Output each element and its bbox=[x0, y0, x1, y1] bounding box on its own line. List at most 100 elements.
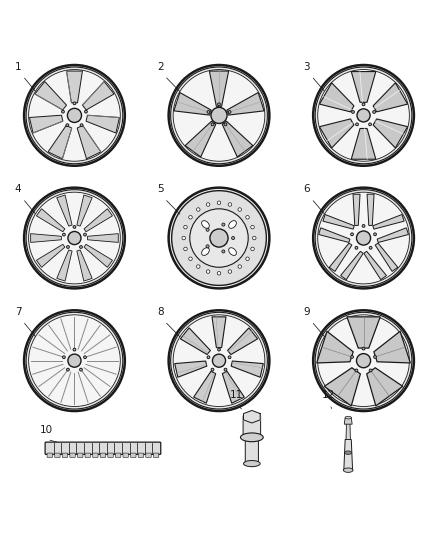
Ellipse shape bbox=[369, 123, 371, 126]
Ellipse shape bbox=[244, 461, 260, 467]
Ellipse shape bbox=[222, 223, 225, 226]
Text: 9: 9 bbox=[304, 307, 310, 317]
Polygon shape bbox=[373, 119, 408, 148]
Polygon shape bbox=[227, 93, 264, 115]
Polygon shape bbox=[29, 115, 63, 133]
Ellipse shape bbox=[206, 203, 210, 206]
Ellipse shape bbox=[228, 270, 232, 273]
FancyBboxPatch shape bbox=[153, 453, 159, 457]
Ellipse shape bbox=[184, 225, 187, 229]
Ellipse shape bbox=[318, 69, 410, 161]
Ellipse shape bbox=[169, 188, 269, 288]
FancyBboxPatch shape bbox=[138, 453, 144, 457]
Ellipse shape bbox=[63, 233, 65, 236]
Polygon shape bbox=[36, 244, 65, 268]
Ellipse shape bbox=[171, 67, 267, 164]
FancyBboxPatch shape bbox=[115, 453, 121, 457]
Ellipse shape bbox=[189, 215, 192, 219]
FancyBboxPatch shape bbox=[70, 453, 75, 457]
Ellipse shape bbox=[80, 368, 82, 371]
Polygon shape bbox=[244, 410, 260, 423]
Polygon shape bbox=[185, 121, 216, 157]
FancyBboxPatch shape bbox=[146, 453, 151, 457]
Ellipse shape bbox=[201, 248, 209, 255]
Ellipse shape bbox=[246, 257, 249, 261]
Ellipse shape bbox=[356, 123, 358, 126]
Polygon shape bbox=[373, 214, 404, 229]
Text: 11: 11 bbox=[230, 390, 243, 400]
Ellipse shape bbox=[229, 221, 237, 228]
Polygon shape bbox=[35, 82, 67, 110]
Ellipse shape bbox=[173, 315, 265, 407]
Ellipse shape bbox=[373, 110, 375, 114]
Ellipse shape bbox=[224, 368, 227, 371]
Ellipse shape bbox=[252, 236, 256, 240]
Ellipse shape bbox=[343, 468, 353, 472]
Polygon shape bbox=[319, 119, 354, 148]
Ellipse shape bbox=[26, 312, 123, 409]
Ellipse shape bbox=[73, 225, 76, 228]
Ellipse shape bbox=[362, 347, 365, 350]
Ellipse shape bbox=[218, 103, 220, 106]
Polygon shape bbox=[194, 372, 215, 403]
Ellipse shape bbox=[63, 356, 65, 359]
Text: 6: 6 bbox=[304, 184, 310, 194]
Ellipse shape bbox=[369, 369, 372, 372]
Ellipse shape bbox=[206, 270, 210, 273]
Polygon shape bbox=[77, 195, 92, 226]
FancyBboxPatch shape bbox=[245, 435, 258, 464]
Ellipse shape bbox=[24, 188, 125, 288]
Ellipse shape bbox=[251, 225, 254, 229]
Polygon shape bbox=[377, 228, 409, 243]
Ellipse shape bbox=[24, 310, 125, 411]
Ellipse shape bbox=[224, 123, 227, 126]
Polygon shape bbox=[48, 125, 72, 159]
Polygon shape bbox=[323, 214, 354, 229]
Ellipse shape bbox=[206, 228, 209, 231]
Polygon shape bbox=[367, 368, 403, 406]
Ellipse shape bbox=[173, 69, 265, 161]
Ellipse shape bbox=[357, 109, 370, 122]
Polygon shape bbox=[174, 93, 211, 115]
Ellipse shape bbox=[217, 201, 221, 205]
Polygon shape bbox=[346, 423, 350, 440]
Polygon shape bbox=[353, 194, 360, 225]
FancyBboxPatch shape bbox=[85, 453, 91, 457]
Ellipse shape bbox=[26, 67, 123, 164]
Polygon shape bbox=[367, 194, 374, 225]
Ellipse shape bbox=[355, 369, 358, 372]
Ellipse shape bbox=[362, 103, 365, 106]
Ellipse shape bbox=[28, 69, 120, 161]
Ellipse shape bbox=[80, 124, 83, 126]
FancyBboxPatch shape bbox=[92, 453, 98, 457]
Ellipse shape bbox=[210, 229, 228, 247]
Polygon shape bbox=[84, 244, 113, 268]
Polygon shape bbox=[222, 121, 253, 157]
Ellipse shape bbox=[315, 190, 412, 286]
FancyBboxPatch shape bbox=[55, 453, 60, 457]
Ellipse shape bbox=[66, 124, 69, 126]
Ellipse shape bbox=[313, 65, 414, 166]
Ellipse shape bbox=[171, 312, 267, 409]
Ellipse shape bbox=[197, 265, 200, 268]
Ellipse shape bbox=[362, 224, 365, 228]
Polygon shape bbox=[351, 128, 376, 159]
Polygon shape bbox=[374, 332, 410, 363]
Polygon shape bbox=[373, 83, 408, 112]
Ellipse shape bbox=[374, 233, 376, 236]
Text: 4: 4 bbox=[15, 184, 21, 194]
Ellipse shape bbox=[318, 192, 410, 284]
Polygon shape bbox=[228, 328, 258, 354]
Ellipse shape bbox=[24, 65, 125, 166]
Polygon shape bbox=[347, 317, 380, 348]
Ellipse shape bbox=[67, 108, 81, 123]
Ellipse shape bbox=[26, 190, 123, 286]
Polygon shape bbox=[77, 250, 92, 281]
Ellipse shape bbox=[246, 215, 249, 219]
FancyBboxPatch shape bbox=[78, 453, 83, 457]
Ellipse shape bbox=[228, 110, 231, 114]
Ellipse shape bbox=[182, 236, 186, 240]
Ellipse shape bbox=[190, 209, 248, 267]
Ellipse shape bbox=[351, 233, 353, 236]
Polygon shape bbox=[86, 115, 120, 133]
